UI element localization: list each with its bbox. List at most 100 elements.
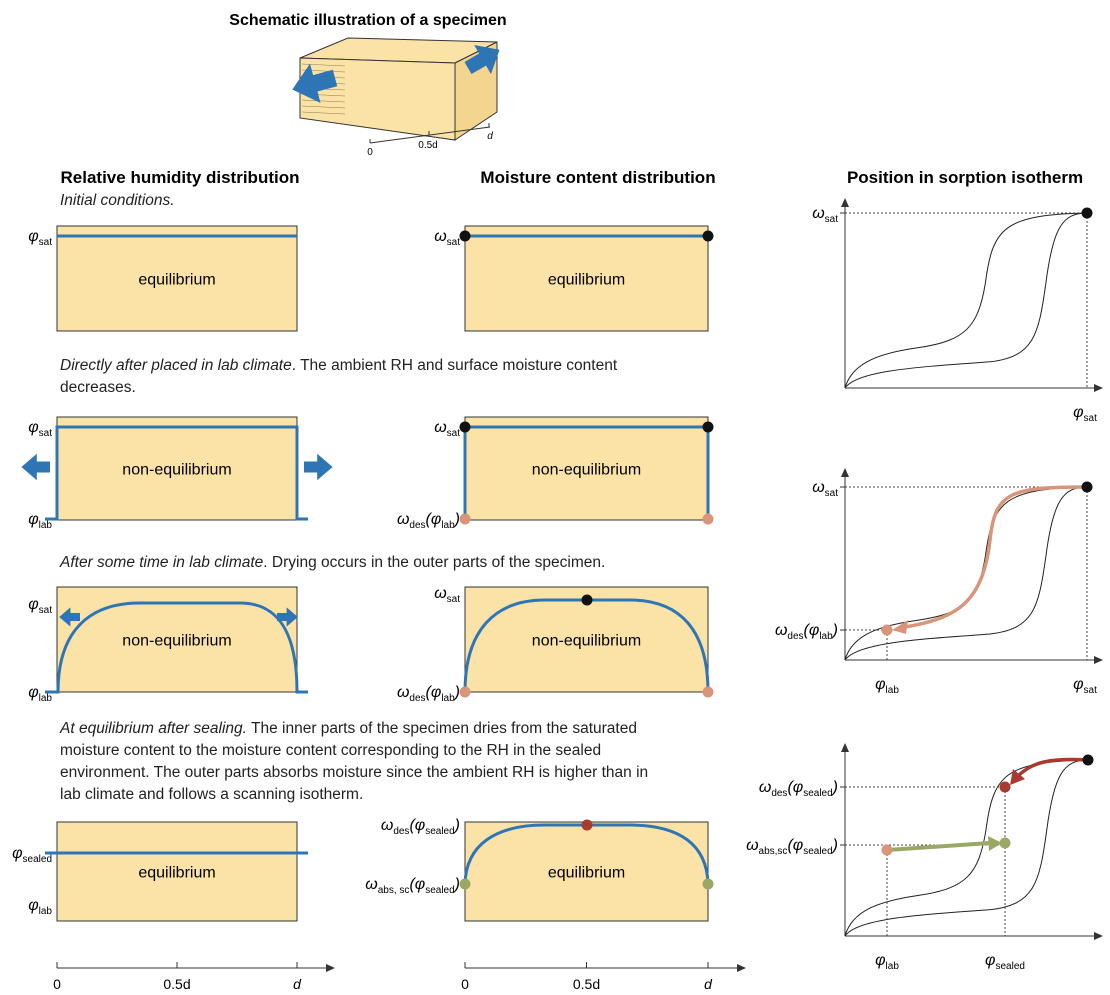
- marker: [882, 845, 893, 856]
- symbol: ): [453, 876, 460, 893]
- profile-line: [905, 487, 1087, 627]
- axis-label: 0.5d: [418, 140, 437, 151]
- axis-label: d: [487, 131, 493, 142]
- symbol: ): [831, 779, 838, 796]
- symbol-label: φsat: [1073, 676, 1097, 696]
- axis-label: 0.5d: [163, 976, 190, 992]
- trace-arrow: [892, 620, 908, 634]
- symbol-label: ωsat: [434, 228, 460, 248]
- symbol: φ: [28, 684, 38, 701]
- isotherm-curve: [845, 487, 1087, 660]
- subscript: sealed: [995, 961, 1024, 972]
- subscript: sat: [447, 428, 461, 439]
- subscript: sat: [39, 605, 53, 616]
- axis-label: 0: [53, 976, 61, 992]
- symbol: φ: [28, 228, 38, 245]
- subscript: sat: [1084, 685, 1098, 696]
- box-label: equilibrium: [548, 865, 625, 882]
- subscript: lab: [39, 693, 53, 704]
- diagram: Schematic illustration of a specimen 0 0…: [0, 0, 1110, 995]
- symbol-label: ωdes(φsealed): [381, 817, 460, 837]
- subscript: sealed: [23, 854, 52, 865]
- axis-label: 0: [367, 147, 373, 158]
- symbol-label: φsat: [28, 419, 52, 439]
- symbol: φ: [28, 419, 38, 436]
- subscript: des: [787, 631, 803, 642]
- axis-arrow: [841, 198, 849, 207]
- subscript: des: [771, 788, 787, 799]
- subscript: sealed: [803, 788, 832, 799]
- marker: [460, 879, 471, 890]
- column-header: Position in sorption isotherm: [847, 168, 1083, 187]
- caption: Directly after placed in lab climate. Th…: [60, 355, 660, 399]
- caption-text: . Drying occurs in the outer parts of th…: [263, 554, 605, 571]
- box-label: non-equilibrium: [122, 462, 231, 479]
- axis-arrow: [1094, 656, 1103, 664]
- symbol: ω: [365, 876, 377, 893]
- marker: [1000, 838, 1011, 849]
- box-label: equilibrium: [138, 272, 215, 289]
- marker: [1082, 208, 1093, 219]
- subscript: lab: [39, 520, 53, 531]
- subscript: lab: [441, 520, 455, 531]
- profile-line: [1018, 760, 1088, 776]
- isotherm-curve: [845, 213, 1087, 388]
- isotherm-curve: [845, 213, 1087, 388]
- subscript: sat: [1084, 413, 1098, 424]
- marker: [460, 231, 471, 242]
- subscript: lab: [886, 685, 900, 696]
- symbol-label: φsat: [1073, 404, 1097, 424]
- axis-arrow: [737, 964, 746, 972]
- symbol: (φ: [409, 876, 425, 893]
- isotherm-curve: [845, 760, 1088, 936]
- isotherm-curve: [845, 487, 1087, 660]
- symbol: ): [453, 684, 460, 701]
- symbol: ω: [759, 779, 771, 796]
- page: Schematic illustration of a specimen 0 0…: [0, 0, 1110, 995]
- subscript: sealed: [425, 885, 454, 896]
- subscript: abs, sc: [378, 885, 410, 896]
- marker: [1082, 482, 1093, 493]
- symbol: ω: [434, 585, 446, 602]
- symbol: ): [831, 837, 838, 854]
- axis-label: d: [704, 976, 713, 992]
- column-header: Moisture content distribution: [480, 168, 715, 187]
- symbol-label: ωdes(φsealed): [759, 779, 838, 799]
- axis-arrow: [1094, 384, 1103, 392]
- symbol: ω: [812, 479, 824, 496]
- marker: [703, 422, 714, 433]
- symbol-label: φsealed: [985, 952, 1025, 972]
- symbol-label: ωsat: [812, 479, 838, 499]
- subscript: sealed: [803, 846, 832, 857]
- axis-arrow: [1094, 932, 1103, 940]
- symbol: φ: [875, 676, 885, 693]
- subscript: des: [409, 693, 425, 704]
- symbol-label: φlab: [875, 952, 899, 972]
- subscript: sat: [39, 428, 53, 439]
- marker: [703, 879, 714, 890]
- symbol: (φ: [426, 511, 442, 528]
- symbol: ω: [381, 817, 393, 834]
- arrow: [21, 454, 50, 480]
- subscript: lab: [886, 961, 900, 972]
- marker: [703, 514, 714, 525]
- symbol: (φ: [804, 622, 820, 639]
- symbol: φ: [875, 952, 885, 969]
- axis-arrow: [326, 964, 335, 972]
- caption: After some time in lab climate. Drying o…: [60, 552, 760, 574]
- symbol: ω: [397, 684, 409, 701]
- symbol: φ: [28, 596, 38, 613]
- symbol-label: ωabs, sc(φsealed): [365, 876, 460, 896]
- subscript: sealed: [425, 826, 454, 837]
- symbol-label: ωsat: [812, 205, 838, 225]
- symbol-label: φlab: [28, 511, 52, 531]
- caption-lead: At equilibrium after sealing.: [60, 720, 247, 737]
- axis-label: d: [293, 976, 302, 992]
- symbol: ω: [812, 205, 824, 222]
- axis-label: 0: [461, 976, 469, 992]
- marker: [460, 687, 471, 698]
- marker: [703, 687, 714, 698]
- symbol-label: ωsat: [434, 419, 460, 439]
- caption-lead: Initial conditions.: [60, 192, 175, 209]
- symbol: ): [453, 511, 460, 528]
